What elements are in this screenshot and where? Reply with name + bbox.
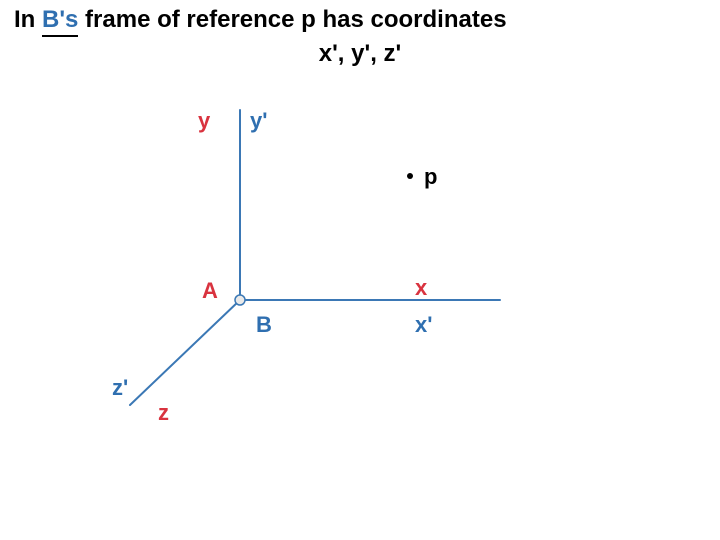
point-p-dot bbox=[407, 173, 413, 179]
coordinate-diagram: y y' A Bx x' z z' p bbox=[80, 90, 600, 450]
axis-label-B: B bbox=[256, 312, 272, 338]
point-p-label: p bbox=[424, 164, 437, 190]
heading-line: In B's frame of reference p has coordina… bbox=[14, 6, 507, 34]
axis-label-y: y bbox=[198, 108, 210, 134]
axis-label-x-prime: x' bbox=[415, 312, 432, 338]
axis-label-z: z bbox=[158, 400, 169, 426]
heading-prefix: In bbox=[14, 6, 42, 33]
axis-label-z-prime: z' bbox=[112, 375, 128, 401]
axes-svg bbox=[80, 90, 600, 450]
heading-b: B's bbox=[42, 6, 78, 34]
axis-label-y-prime: y' bbox=[250, 108, 267, 134]
heading-suffix: frame of reference p has coordinates bbox=[78, 6, 506, 33]
subheading: x', y', z' bbox=[0, 40, 720, 68]
axis-label-x: x bbox=[415, 275, 427, 301]
axis-label-A: A bbox=[202, 278, 218, 304]
